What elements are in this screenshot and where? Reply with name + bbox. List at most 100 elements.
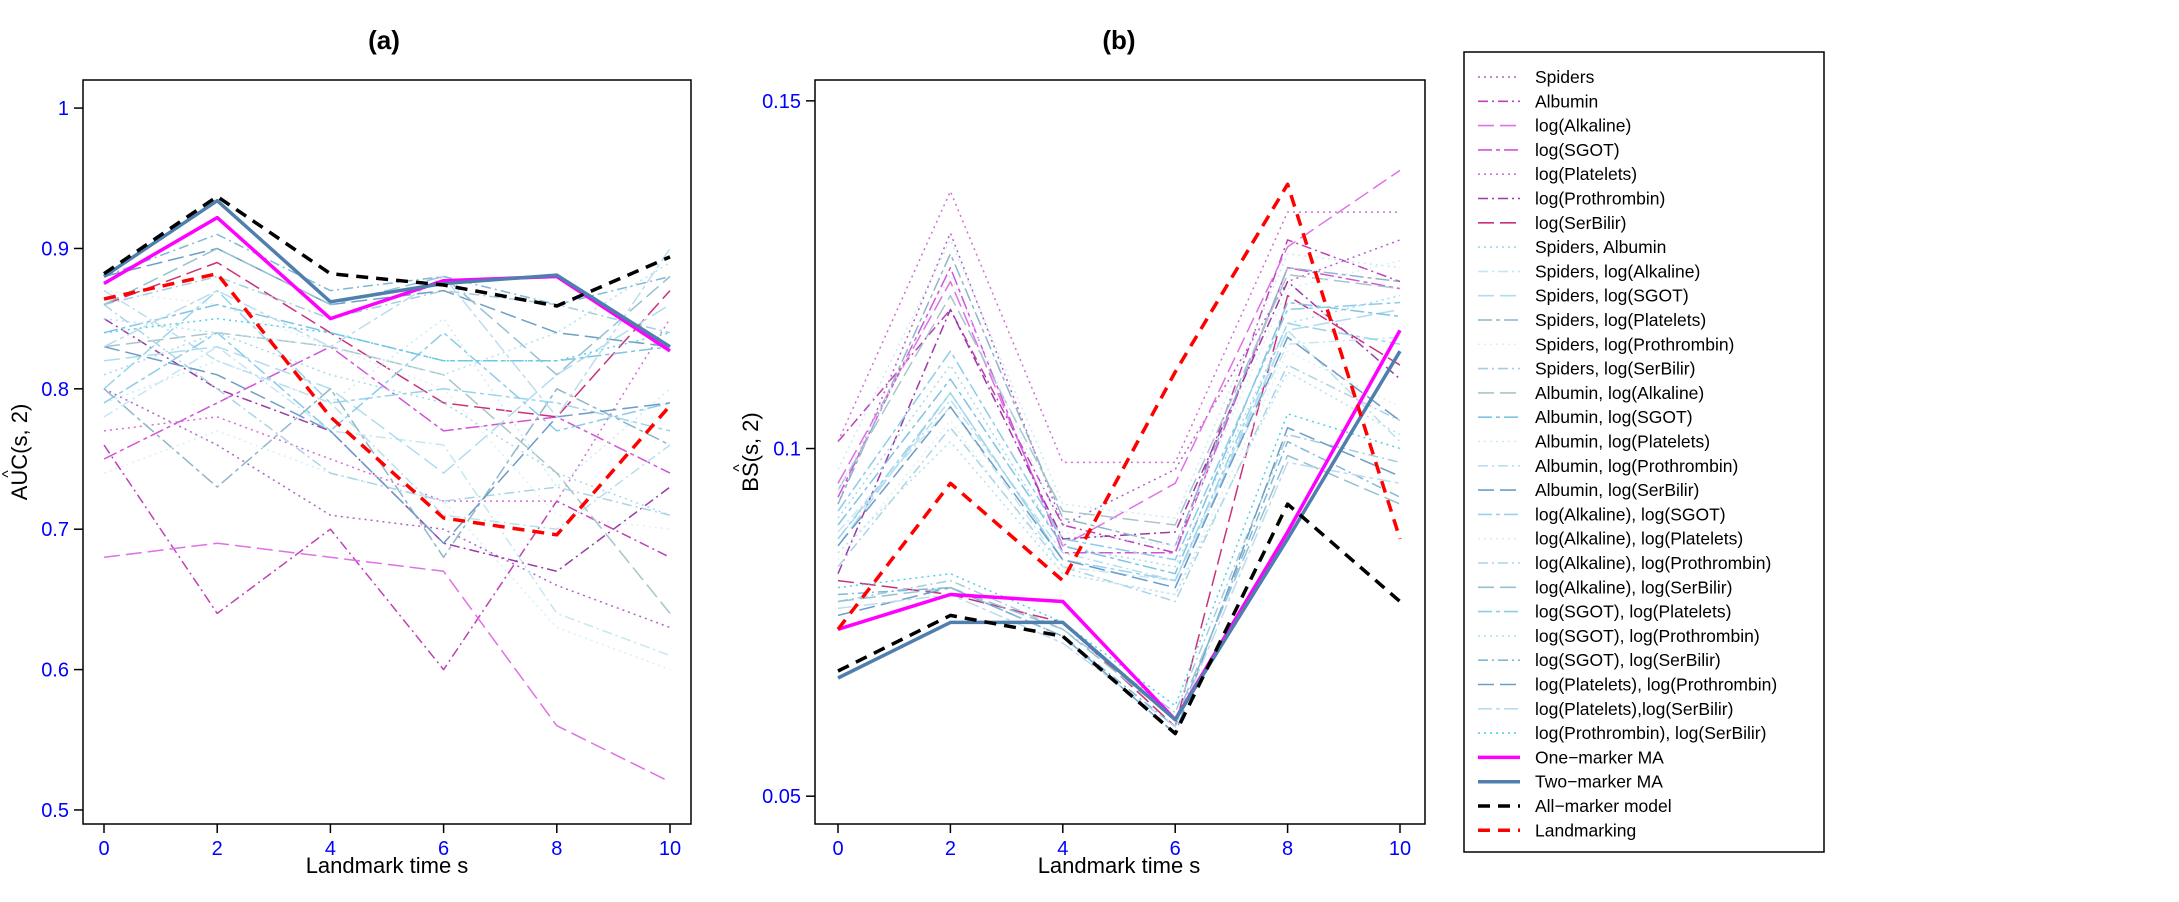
panel-b-y-axis-label: BS(s, 2): [738, 412, 763, 491]
legend-label: Landmarking: [1535, 820, 1636, 840]
panel-a-x-axis-label: Landmark time s: [306, 853, 469, 878]
legend-label: Spiders, log(SerBilir): [1535, 359, 1695, 379]
series-line-spiders-log-platelets: [103, 388, 671, 559]
legend-label: log(Prothrombin): [1535, 189, 1665, 209]
legend-label: log(SGOT), log(Prothrombin): [1535, 626, 1760, 646]
panel-a-y-ticks: 0.5 0.6 0.7 0.8 0.9 1: [41, 98, 83, 822]
series-line-albumin: [837, 239, 1401, 554]
panel-a-plot-frame: [82, 79, 692, 825]
panel-b-series: [836, 169, 1402, 736]
panel-a-title: (a): [368, 25, 400, 55]
y-tick-label: 0.7: [41, 519, 69, 541]
legend-label: log(Platelets), log(Prothrombin): [1535, 675, 1777, 695]
legend-label: log(Alkaline), log(SGOT): [1535, 504, 1726, 524]
y-tick-label: 0.6: [41, 660, 69, 682]
series-line-albumin-log-serbilir: [837, 426, 1401, 735]
legend-label: log(Alkaline), log(Prothrombin): [1535, 553, 1771, 573]
series-line-log-serbilir: [103, 261, 671, 418]
legend-label: log(Alkaline), log(SerBilir): [1535, 577, 1732, 597]
legend-box: [1463, 51, 1825, 853]
legend-label: Albumin, log(Alkaline): [1535, 383, 1704, 403]
panel-b-x-axis-label: Landmark time s: [1038, 853, 1201, 878]
legend-label: log(SGOT), log(Platelets): [1535, 602, 1731, 622]
panel-b-y-axis-label-hat: ^: [731, 464, 748, 472]
legend-label: All−marker model: [1535, 796, 1672, 816]
series-line-log-platelets-log-prothrombin: [837, 336, 1401, 589]
series-line-albumin: [103, 444, 671, 671]
series-line-landmarking: [103, 271, 672, 537]
series-line-log-alkaline-log-serbilir: [103, 247, 671, 376]
series-line-one-marker-ma: [837, 329, 1402, 722]
panel-b-y-axis-label-group: BS(s, 2) ^: [731, 412, 763, 491]
panel-b-y-ticks: 0.05 0.1 0.15: [762, 91, 815, 808]
legend-label: log(Prothrombin), log(SerBilir): [1535, 723, 1766, 743]
legend-label: One−marker MA: [1535, 747, 1664, 767]
legend-label: Albumin: [1535, 91, 1598, 111]
panel-a: (a) 0 2 4 6 8 10 0.5 0.6 0.7 0.8 0.9 1 Landmark ti…: [0, 25, 692, 878]
legend: Spiders Albumin log(Alkaline) log(SGOT) log(…: [1463, 51, 1825, 853]
series-line-log-alkaline-log-serbilir: [837, 454, 1401, 721]
series-line-spiders-log-platelets: [837, 253, 1401, 547]
series-line-log-sgot-log-serbilir: [103, 233, 671, 306]
x-tick-label: 10: [659, 838, 681, 860]
legend-label: log(Alkaline): [1535, 116, 1631, 136]
series-line-albumin-log-alkaline: [837, 273, 1401, 526]
series-line-log-alkaline-log-sgot: [837, 322, 1401, 582]
legend-label: log(Alkaline), log(Platelets): [1535, 529, 1743, 549]
series-line-log-sgot: [837, 266, 1401, 554]
y-tick-label: 0.1: [773, 439, 801, 461]
panel-a-y-axis-label-hat: ^: [0, 470, 17, 478]
series-line-two-marker-ma: [837, 350, 1402, 722]
y-tick-label: 0.5: [41, 800, 69, 822]
series-line-albumin-log-sgot: [837, 301, 1401, 575]
panel-a-y-axis-label-group: AUC(s, 2) ^: [0, 404, 32, 501]
series-line-spiders-log-serbilir: [103, 275, 671, 334]
series-line-log-sgot-log-platelets: [837, 301, 1401, 561]
legend-label: Spiders, log(Prothrombin): [1535, 334, 1734, 354]
x-tick-label: 0: [98, 838, 109, 860]
series-line-log-alkaline-log-prothrombin: [837, 364, 1401, 603]
series-line-log-platelets: [103, 318, 671, 502]
y-tick-label: 0.15: [762, 91, 801, 113]
x-tick-label: 6: [1170, 838, 1181, 860]
series-line-log-alkaline-log-platelets: [837, 260, 1401, 547]
y-tick-label: 0.05: [762, 786, 801, 808]
panel-a-series: [103, 194, 672, 783]
x-tick-label: 10: [1389, 838, 1411, 860]
panel-b-x-ticks: 0 2 4 6 8 10: [832, 824, 1411, 860]
x-tick-label: 6: [438, 838, 449, 860]
series-line-albumin-log-prothrombin: [837, 329, 1401, 582]
legend-label: Spiders, log(Alkaline): [1535, 261, 1700, 281]
series-line-log-platelets-log-serbilir: [103, 248, 671, 418]
series-line-log-prothrombin: [837, 280, 1401, 574]
series-line-albumin-log-serbilir: [103, 247, 671, 348]
series-line-all-marker-model: [103, 194, 671, 308]
series-line-log-alkaline-log-sgot: [103, 289, 671, 432]
x-tick-label: 4: [1057, 838, 1068, 860]
x-tick-label: 8: [551, 838, 562, 860]
legend-label: Spiders, log(Platelets): [1535, 310, 1706, 330]
x-tick-label: 2: [945, 838, 956, 860]
panel-b-plot-frame: [814, 79, 1426, 825]
series-line-spiders-log-sgot: [103, 303, 671, 474]
series-line-log-platelets: [837, 190, 1400, 464]
series-line-log-sgot-log-serbilir: [837, 440, 1401, 728]
y-tick-label: 0.9: [41, 238, 69, 260]
panel-b-title: (b): [1102, 25, 1135, 55]
series-line-landmarking: [836, 182, 1402, 631]
legend-label: Albumin, log(Prothrombin): [1535, 456, 1738, 476]
legend-items: Spiders Albumin log(Alkaline) log(SGOT) log(…: [1478, 67, 1777, 840]
legend-label: log(Platelets): [1535, 164, 1637, 184]
series-line-log-platelets-log-prothrombin: [103, 345, 671, 544]
legend-label: Spiders, log(SGOT): [1535, 286, 1689, 306]
series-line-spiders-log-sgot: [837, 308, 1401, 589]
series-line-two-marker-ma: [103, 198, 671, 349]
panel-a-x-ticks: 0 2 4 6 8 10: [98, 824, 681, 860]
series-line-log-platelets-log-serbilir: [837, 461, 1401, 728]
legend-label: Albumin, log(Platelets): [1535, 432, 1710, 452]
x-tick-label: 0: [832, 838, 843, 860]
series-line-log-alkaline: [103, 542, 671, 783]
series-line-log-prothrombin-log-serbilir: [837, 413, 1401, 707]
x-tick-label: 4: [325, 838, 336, 860]
